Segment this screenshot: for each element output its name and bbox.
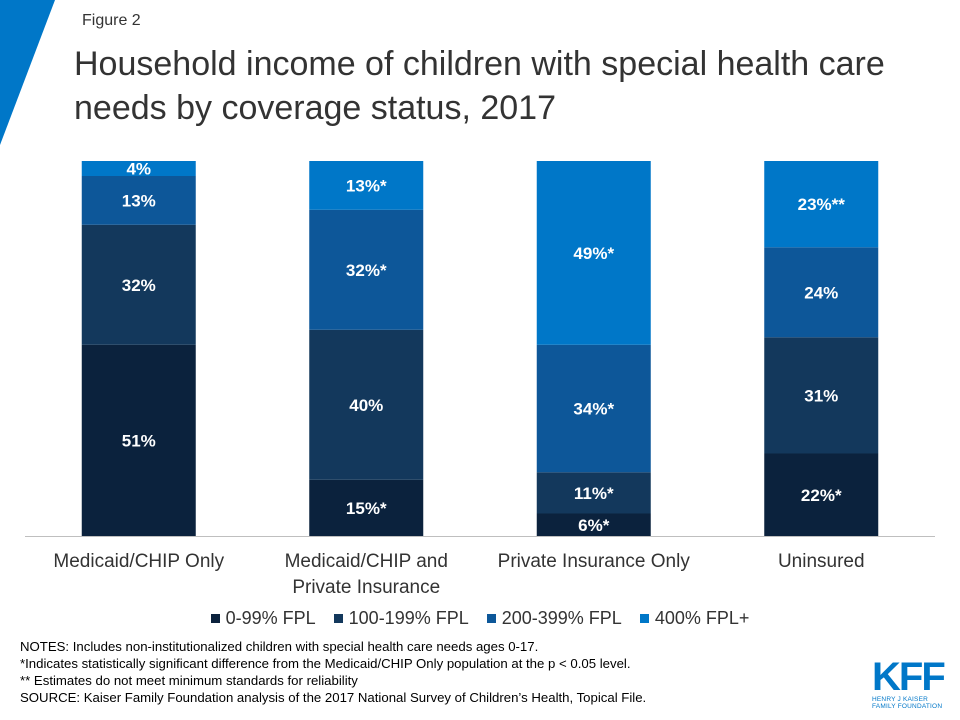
logo-subtitle-line2: FAMILY FOUNDATION	[872, 703, 943, 710]
bar-segment	[81, 161, 196, 176]
bar-segment	[309, 161, 424, 210]
data-label: 32%*	[346, 261, 387, 280]
data-label: 13%	[122, 191, 156, 210]
data-label: 51%	[122, 431, 156, 450]
category-label: Private Insurance	[292, 577, 440, 598]
kff-logo: KFF HENRY J KAISER FAMILY FOUNDATION	[872, 655, 946, 710]
category-label: Uninsured	[778, 551, 865, 572]
note-line: SOURCE: Kaiser Family Foundation analysi…	[20, 690, 647, 705]
data-label: 32%	[122, 276, 156, 295]
legend-swatch	[210, 614, 220, 623]
bar-segment	[764, 453, 879, 536]
bar-segment	[309, 329, 424, 480]
data-label: 22%*	[801, 486, 842, 505]
corner-decoration	[0, 0, 55, 145]
data-label: 31%	[804, 386, 838, 405]
logo-text: KFF	[872, 655, 946, 699]
legend-swatch	[486, 614, 496, 623]
legend-label: 100-199% FPL	[348, 608, 469, 628]
bar-segment	[764, 247, 879, 338]
data-label: 34%*	[573, 400, 614, 419]
category-label: Medicaid/CHIP and	[285, 551, 448, 572]
legend: 0-99% FPL 100-199% FPL 200-399% FPL 400%…	[0, 608, 960, 629]
legend-item-200-399-fpl: 200-399% FPL	[486, 608, 622, 629]
bar-segment	[536, 472, 651, 514]
data-label: 49%*	[573, 244, 614, 263]
chart-title: Household income of children with specia…	[74, 45, 885, 127]
notes: NOTES: Includes non-institutionalized ch…	[20, 638, 646, 706]
legend-swatch	[639, 614, 649, 623]
bar-segment	[81, 176, 196, 225]
legend-item-400-plus-fpl: 400% FPL+	[639, 608, 750, 629]
legend-label: 0-99% FPL	[225, 608, 316, 628]
data-label: 15%*	[346, 499, 387, 518]
data-label: 13%*	[346, 176, 387, 195]
bar-segment	[764, 337, 879, 454]
logo-subtitle-line1: HENRY J KAISER	[872, 696, 929, 703]
bar-segment	[536, 513, 651, 536]
figure-label: Figure 2	[82, 12, 141, 29]
note-line: ** Estimates do not meet minimum standar…	[20, 673, 358, 688]
bar-segment	[536, 344, 651, 473]
data-label: 11%*	[574, 484, 614, 503]
category-label: Medicaid/CHIP Only	[53, 551, 224, 572]
note-line: NOTES: Includes non-institutionalized ch…	[20, 639, 539, 654]
data-label: 40%	[349, 396, 383, 415]
bar-segment	[309, 209, 424, 330]
data-label: 6%*	[578, 516, 610, 535]
data-label: 23%**	[798, 195, 846, 214]
note-line: *Indicates statistically significant dif…	[20, 656, 631, 671]
legend-item-0-99-fpl: 0-99% FPL	[210, 608, 316, 629]
bar-segment	[81, 224, 196, 345]
legend-item-100-199-fpl: 100-199% FPL	[333, 608, 469, 629]
legend-swatch	[333, 614, 343, 623]
legend-label: 400% FPL+	[654, 608, 750, 628]
bar-segment	[81, 344, 196, 536]
category-label: Private Insurance Only	[498, 551, 691, 572]
bar-segment	[764, 161, 879, 248]
bar-segment	[536, 161, 651, 345]
stacked-bar-chart: 51% 32% 13% 4% Medicaid/CHIP Only 15%* 40% 32%*…	[25, 160, 935, 598]
data-label: 4%	[126, 160, 151, 179]
data-label: 24%	[804, 283, 838, 302]
bar-segment	[309, 479, 424, 536]
legend-label: 200-399% FPL	[501, 608, 622, 628]
